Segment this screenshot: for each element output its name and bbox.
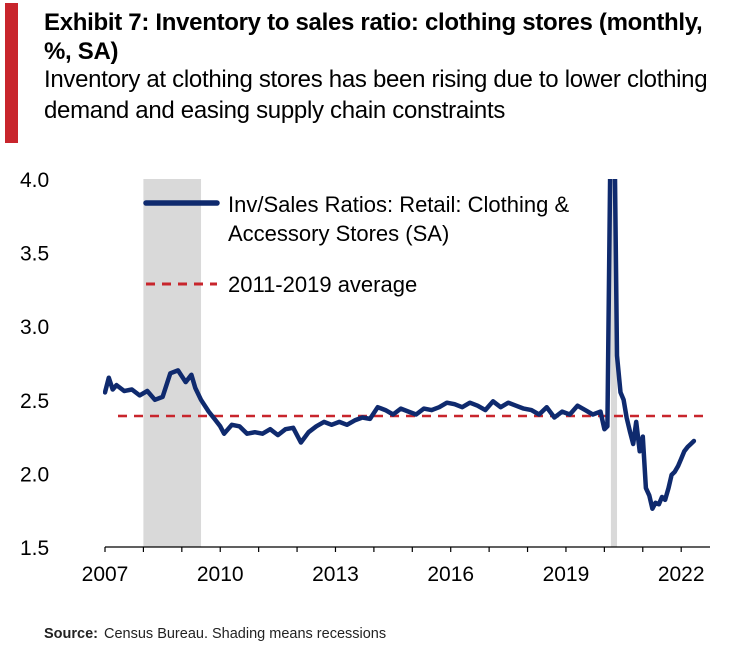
line-chart: 1.52.02.53.03.54.0 2007 2010 2013 2016 2019 2…: [20, 169, 710, 586]
x-tick-label: 2013: [312, 563, 359, 586]
x-tick-label: 2016: [427, 563, 474, 586]
x-tick-label: 2022: [658, 563, 705, 586]
y-tick-label: 2.0: [20, 463, 49, 486]
source-note: Source: Census Bureau. Shading means rece…: [44, 626, 386, 642]
y-tick-label: 3.0: [20, 316, 49, 339]
recession-shading-group: [143, 179, 618, 547]
legend: Inv/Sales Ratios: Retail: Clothing & Acc…: [143, 192, 575, 297]
exhibit-subtitle: Inventory at clothing stores has been ri…: [44, 66, 708, 124]
x-tick-label: 2019: [543, 563, 590, 586]
recession-band-1: [143, 179, 202, 547]
x-axis: 2007 2010 2013 2016 2019 2022: [82, 546, 710, 586]
source-label: Source:: [44, 626, 98, 642]
legend-series-label-line2: Accessory Stores (SA): [228, 221, 449, 246]
y-tick-label: 3.5: [20, 243, 49, 266]
y-tick-label: 4.0: [20, 169, 49, 192]
series-line-1: [103, 179, 697, 511]
y-axis-ticks: 1.5 2.0 2.5 3.0 3.5 4.0: [20, 169, 49, 560]
legend-series-label: Inv/Sales Ratios: Retail: Clothing & Acc…: [228, 192, 575, 246]
legend-series-label-line1: Inv/Sales Ratios: Retail: Clothing &: [228, 192, 569, 217]
accent-bar: [5, 3, 18, 143]
exhibit-title: Exhibit 7: Inventory to sales ratio: clo…: [44, 9, 703, 65]
x-tick-label: 2007: [82, 563, 129, 586]
legend-average-label: 2011-2019 average: [228, 272, 417, 297]
series-group: [103, 179, 697, 511]
x-tick-label: 2010: [197, 563, 244, 586]
recession-band-2: [610, 179, 618, 547]
y-tick-label: 1.5: [20, 537, 49, 560]
source-text: Census Bureau. Shading means recessions: [104, 626, 387, 642]
y-tick-label: 2.5: [20, 390, 49, 413]
